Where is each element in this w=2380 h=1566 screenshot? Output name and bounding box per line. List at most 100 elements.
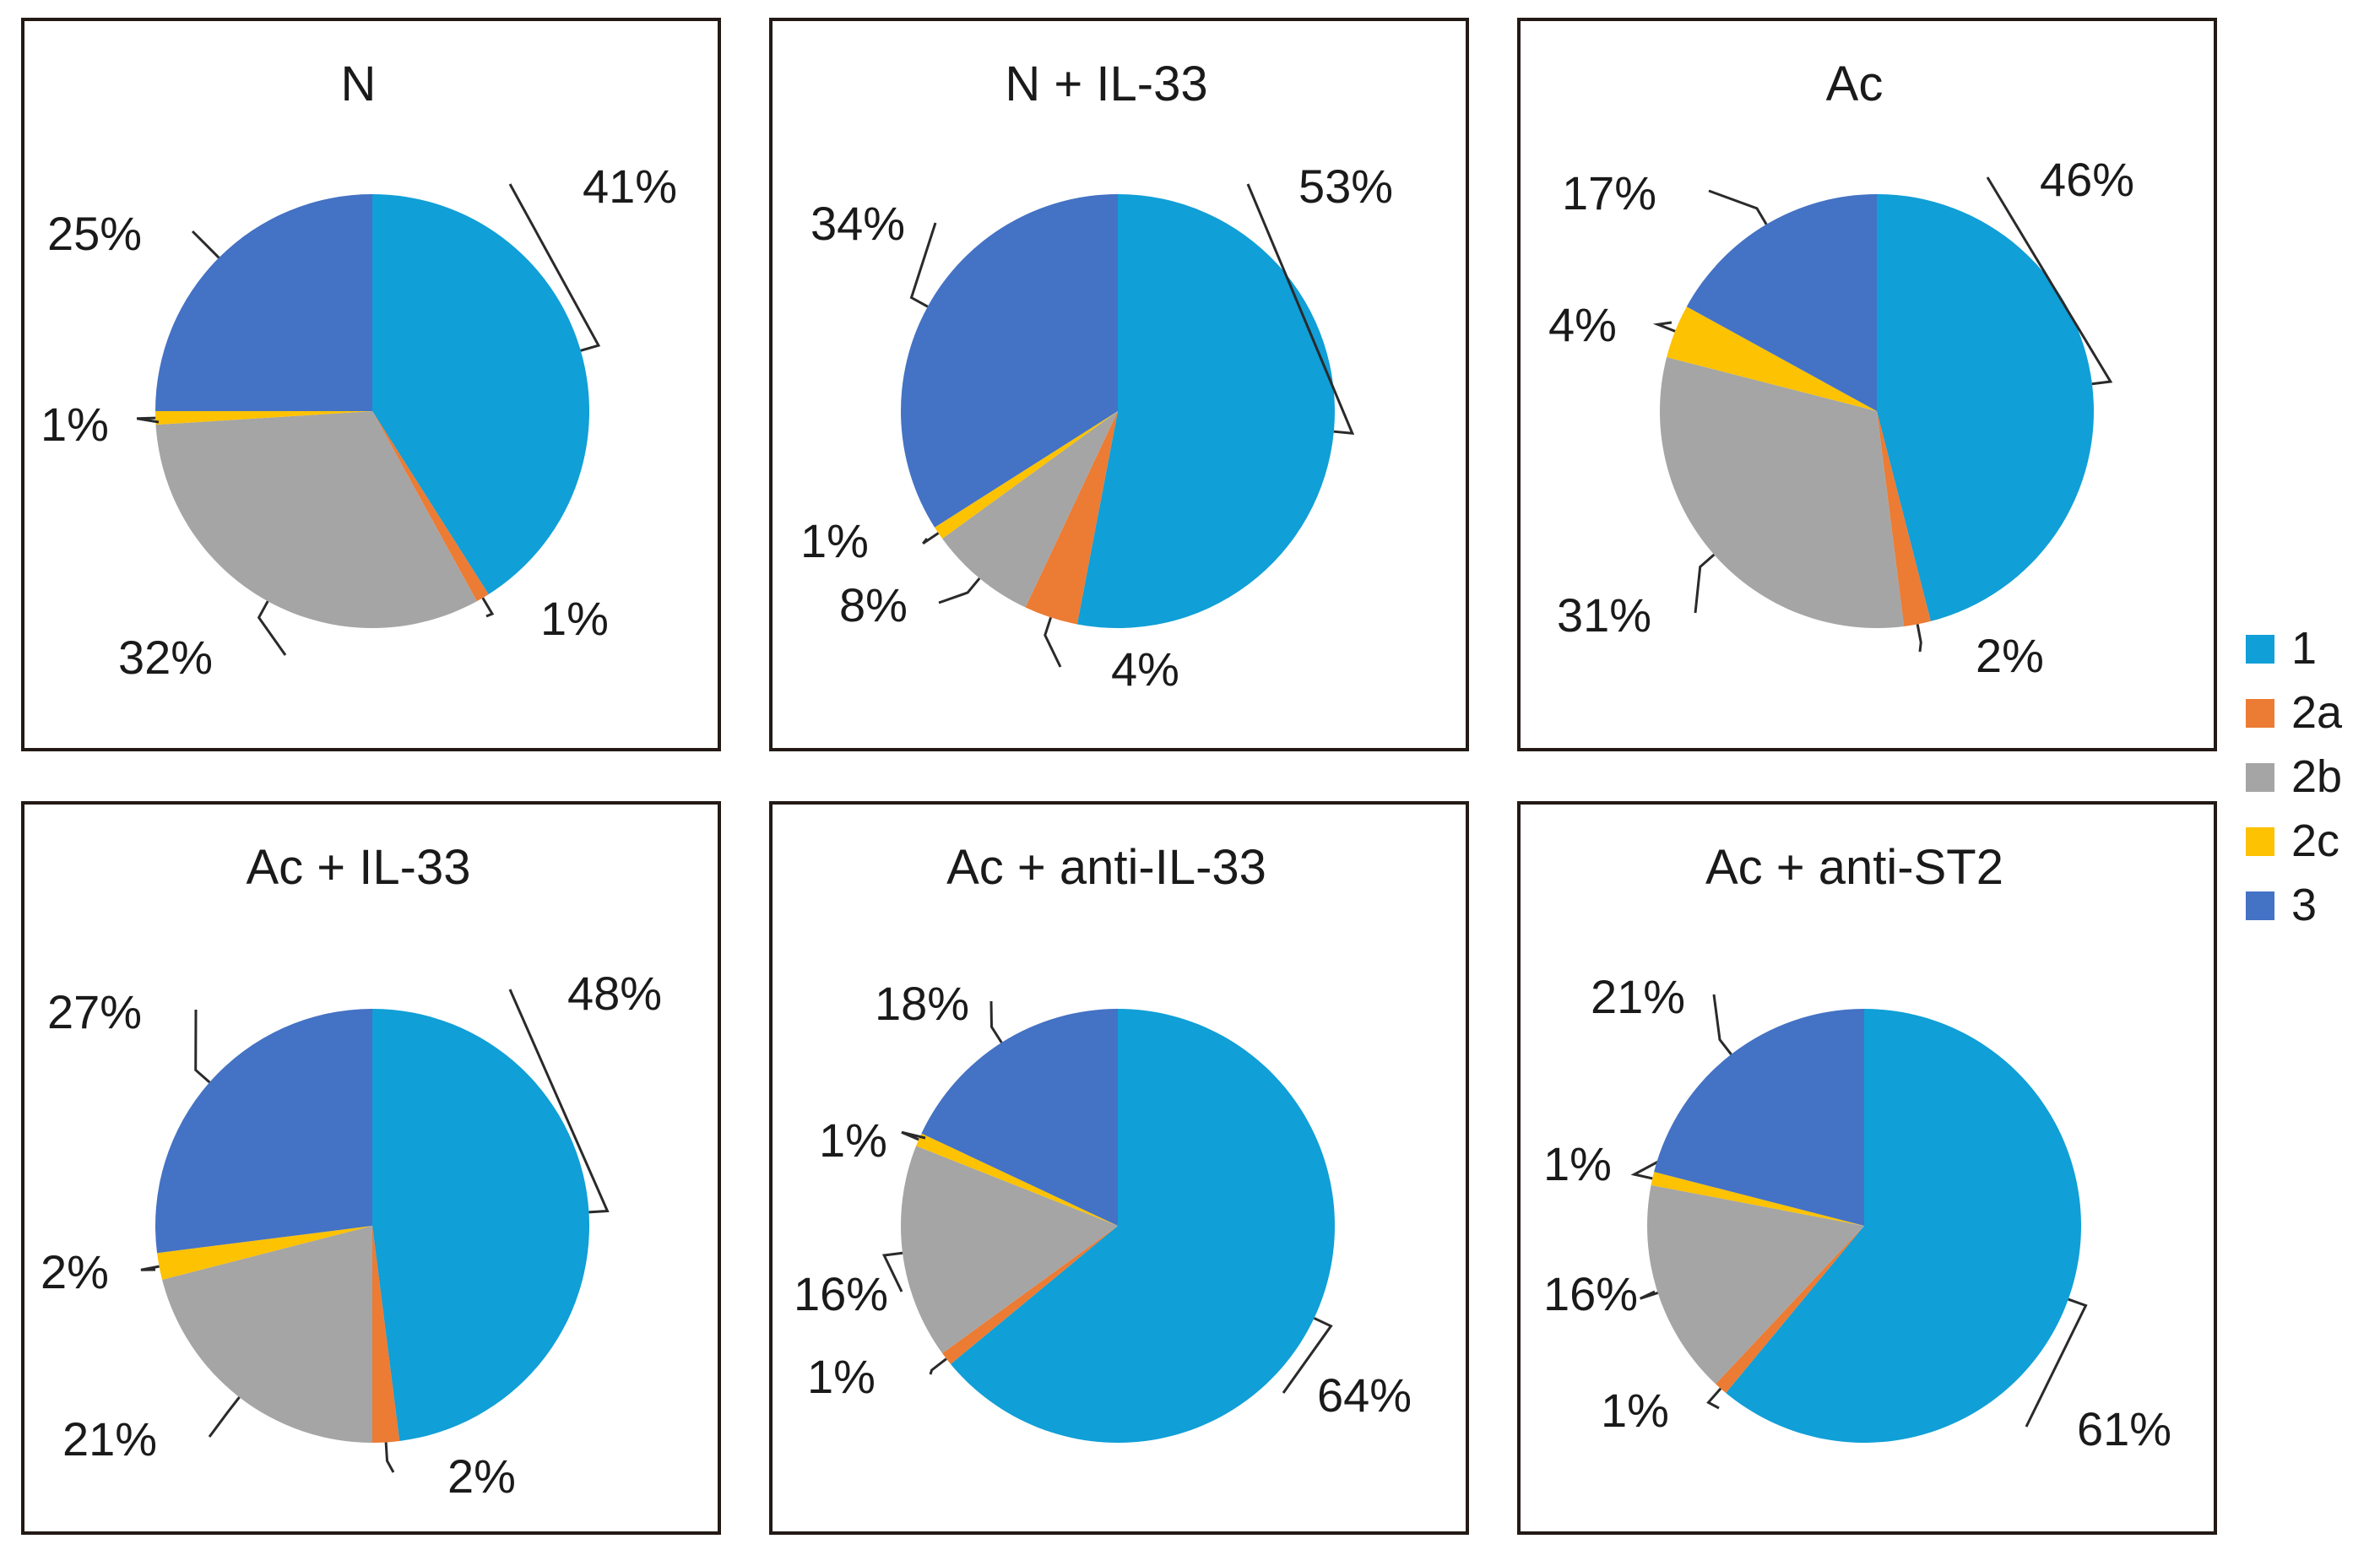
leader-line xyxy=(1708,189,1768,225)
leader-line xyxy=(1694,553,1716,614)
pie-slice-2c xyxy=(1667,306,1877,411)
slice-label: 18% xyxy=(875,977,969,1030)
pie-slice-2b xyxy=(1660,357,1905,628)
pie-panel: N + IL-33 53% 4% 8% 1% 34% xyxy=(769,18,1469,751)
pie-slice-1 xyxy=(950,1009,1336,1443)
pie-slice-3 xyxy=(155,1009,372,1254)
leader-line xyxy=(901,1130,926,1141)
panel-title: Ac xyxy=(1826,57,1884,111)
legend-label: 1 xyxy=(2291,623,2317,674)
pie-panel: Ac 46% 2% 31% 4% 17% xyxy=(1517,18,2217,751)
pie-slice-2c xyxy=(157,1226,372,1280)
slice-label: 16% xyxy=(1543,1267,1638,1320)
leader-line xyxy=(881,1251,903,1292)
slice-label: 1% xyxy=(800,514,869,567)
slice-label: 41% xyxy=(583,160,677,213)
slice-label: 1% xyxy=(41,398,109,451)
pie-panel: Ac + anti-ST2 61% 1% 16% 1% 21% xyxy=(1517,801,2217,1535)
leader-line xyxy=(1044,616,1062,668)
leader-line xyxy=(136,416,160,424)
pie-slice-1 xyxy=(372,1009,589,1441)
pie-slice-2b xyxy=(901,1146,1118,1354)
slice-label: 1% xyxy=(1601,1384,1669,1437)
slice-label: 8% xyxy=(839,578,908,631)
leader-line xyxy=(938,577,981,604)
leader-line xyxy=(384,1442,395,1473)
leader-line xyxy=(989,1000,1003,1043)
slice-label: 16% xyxy=(794,1267,888,1320)
slice-label: 48% xyxy=(567,967,662,1020)
pie-slice-2c xyxy=(155,411,372,425)
pie-panel: Ac + IL-33 48% 2% 21% 2% 27% xyxy=(21,801,721,1535)
legend-swatch xyxy=(2246,635,2274,664)
slice-label: 34% xyxy=(811,197,905,250)
leader-line xyxy=(508,989,610,1214)
slice-label: 32% xyxy=(118,631,213,684)
pie-slice-2c xyxy=(935,411,1118,539)
leader-line xyxy=(909,222,937,308)
slice-label: 2% xyxy=(447,1449,516,1503)
slice-label: 1% xyxy=(807,1350,876,1403)
slice-label: 27% xyxy=(47,985,142,1038)
pie-slice-2b xyxy=(155,411,477,628)
leader-line xyxy=(922,532,940,545)
pie-slice-2a xyxy=(1877,411,1931,626)
leader-line xyxy=(1916,624,1922,653)
slice-label: 4% xyxy=(1111,642,1179,696)
pie-slice-1 xyxy=(372,194,589,594)
panel-title: N + IL-33 xyxy=(1005,57,1207,111)
pie-slice-2b xyxy=(942,411,1118,608)
pie-slice-2a xyxy=(942,1226,1118,1364)
legend-label: 3 xyxy=(2291,880,2317,930)
leader-line xyxy=(1986,176,2113,386)
leader-line xyxy=(1282,1317,1333,1394)
pie-panel: N 41% 1% 32% 1% 25% xyxy=(21,18,721,751)
slice-label: 2% xyxy=(1976,629,2044,682)
panel-title: Ac + anti-ST2 xyxy=(1705,840,2003,895)
legend-swatch xyxy=(2246,699,2274,728)
leader-line xyxy=(929,1357,947,1375)
slice-label: 46% xyxy=(2040,153,2134,206)
pie-slice-2a xyxy=(1716,1226,1864,1394)
panel-title: N xyxy=(341,57,377,111)
leader-line xyxy=(1640,1290,1659,1300)
pie-slice-3 xyxy=(1686,194,1877,411)
slice-label: 17% xyxy=(1562,166,1656,219)
slice-label: 1% xyxy=(819,1114,887,1167)
pie-slice-3 xyxy=(921,1009,1118,1226)
panel-title: Ac + IL-33 xyxy=(247,840,471,895)
slice-label: 61% xyxy=(2077,1402,2171,1455)
leader-line xyxy=(1246,183,1355,435)
slice-label: 1% xyxy=(1543,1137,1612,1190)
pie-slice-2b xyxy=(1647,1184,1864,1384)
legend-label: 2c xyxy=(2291,816,2339,866)
leader-line xyxy=(1706,1387,1722,1410)
pie-slice-1 xyxy=(1726,1009,2081,1444)
legend-swatch xyxy=(2246,763,2274,792)
pie-slice-3 xyxy=(1654,1009,1864,1226)
leader-line xyxy=(194,1009,211,1084)
legend-swatch xyxy=(2246,827,2274,856)
leader-line xyxy=(1652,321,1676,333)
leader-line xyxy=(140,1265,160,1271)
leader-line xyxy=(1630,1160,1659,1180)
leader-line xyxy=(257,600,287,656)
leader-line xyxy=(1712,994,1732,1055)
pie-slice-2c xyxy=(1651,1172,1864,1226)
slice-label: 1% xyxy=(540,592,609,645)
pie-slice-1 xyxy=(1076,194,1336,628)
slice-label: 53% xyxy=(1298,160,1393,213)
slice-label: 4% xyxy=(1548,298,1617,351)
legend-swatch xyxy=(2246,891,2274,920)
legend-label: 2b xyxy=(2291,751,2342,802)
legend-label: 2a xyxy=(2291,687,2343,738)
slice-label: 2% xyxy=(41,1245,109,1298)
slice-label: 21% xyxy=(1591,970,1685,1023)
slice-label: 64% xyxy=(1317,1368,1412,1422)
slice-label: 31% xyxy=(1557,588,1651,642)
leader-line xyxy=(191,230,220,259)
legend: 1 2a 2b 2c 3 xyxy=(2246,623,2343,930)
leader-line xyxy=(208,1396,241,1438)
pie-panel: Ac + anti-IL-33 64% 1% 16% 1% 18% xyxy=(769,801,1469,1535)
